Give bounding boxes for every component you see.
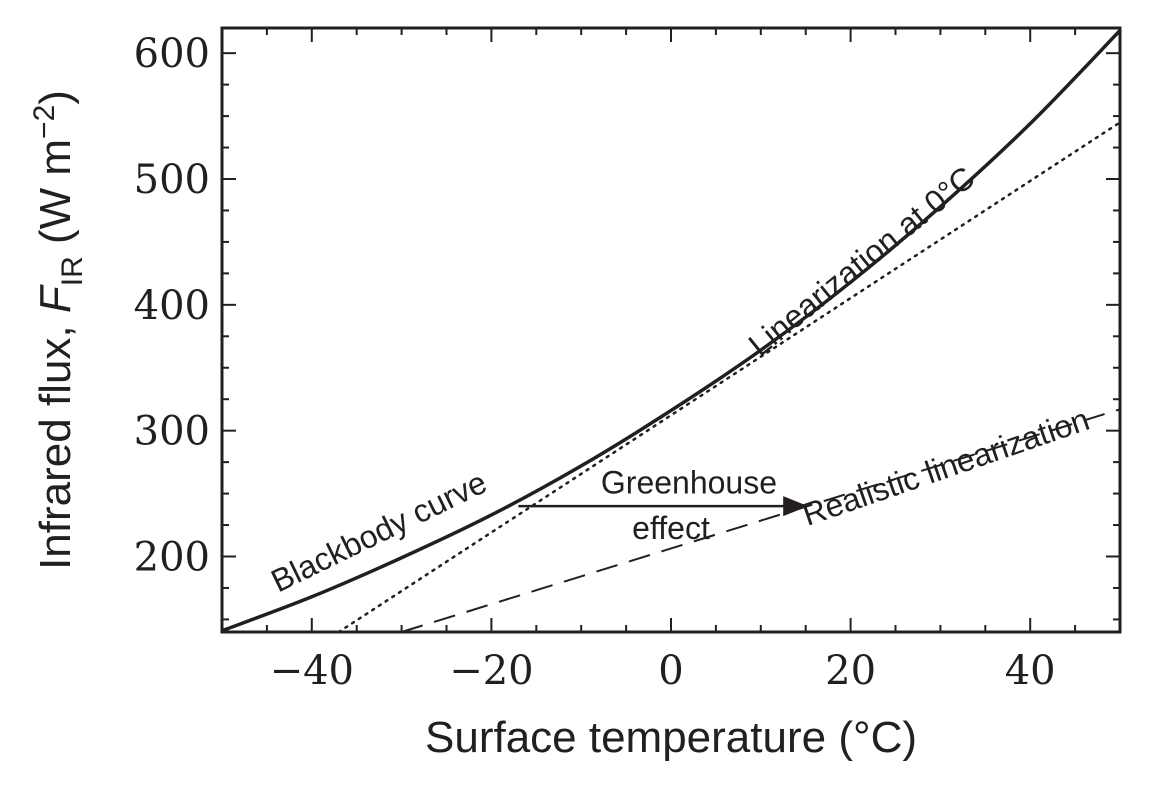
y-axis-title-symbol: F: [31, 284, 80, 313]
y-tick-label: 500: [134, 157, 210, 203]
x-tick-label: −20: [449, 648, 533, 694]
x-tick-label: 40: [1005, 648, 1056, 694]
linearization-at-0c-line: [337, 121, 1120, 632]
x-tick-label: −40: [270, 648, 354, 694]
y-tick-label: 200: [134, 535, 210, 581]
annotation-label: effect: [632, 510, 710, 546]
y-axis-title: Infrared flux, FIR (W m−2): [28, 90, 89, 570]
y-axis-title-exponent: −2: [28, 105, 61, 139]
y-tick-label: 400: [134, 283, 210, 329]
y-axis-title-close: ): [31, 90, 80, 105]
x-tick-label: 0: [658, 648, 683, 694]
y-axis-title-units: (W m: [31, 139, 80, 256]
y-tick-label: 600: [134, 31, 210, 77]
annotation-label: Realistic linearization: [798, 401, 1094, 533]
y-tick-label: 300: [134, 409, 210, 455]
x-tick-label: 20: [825, 648, 876, 694]
x-axis-title: Surface temperature (°C): [425, 713, 917, 762]
annotation-label: Greenhouse: [601, 465, 777, 501]
y-axis-title-subscript: IR: [56, 256, 89, 286]
realistic-linearization-line: [401, 408, 1120, 632]
annotation-label: Linearization at 0°C: [742, 159, 982, 363]
plot-frame: [220, 26, 1122, 634]
blackbody-curve-line: [222, 29, 1120, 632]
y-axis-title-prefix: Infrared flux,: [31, 313, 80, 570]
